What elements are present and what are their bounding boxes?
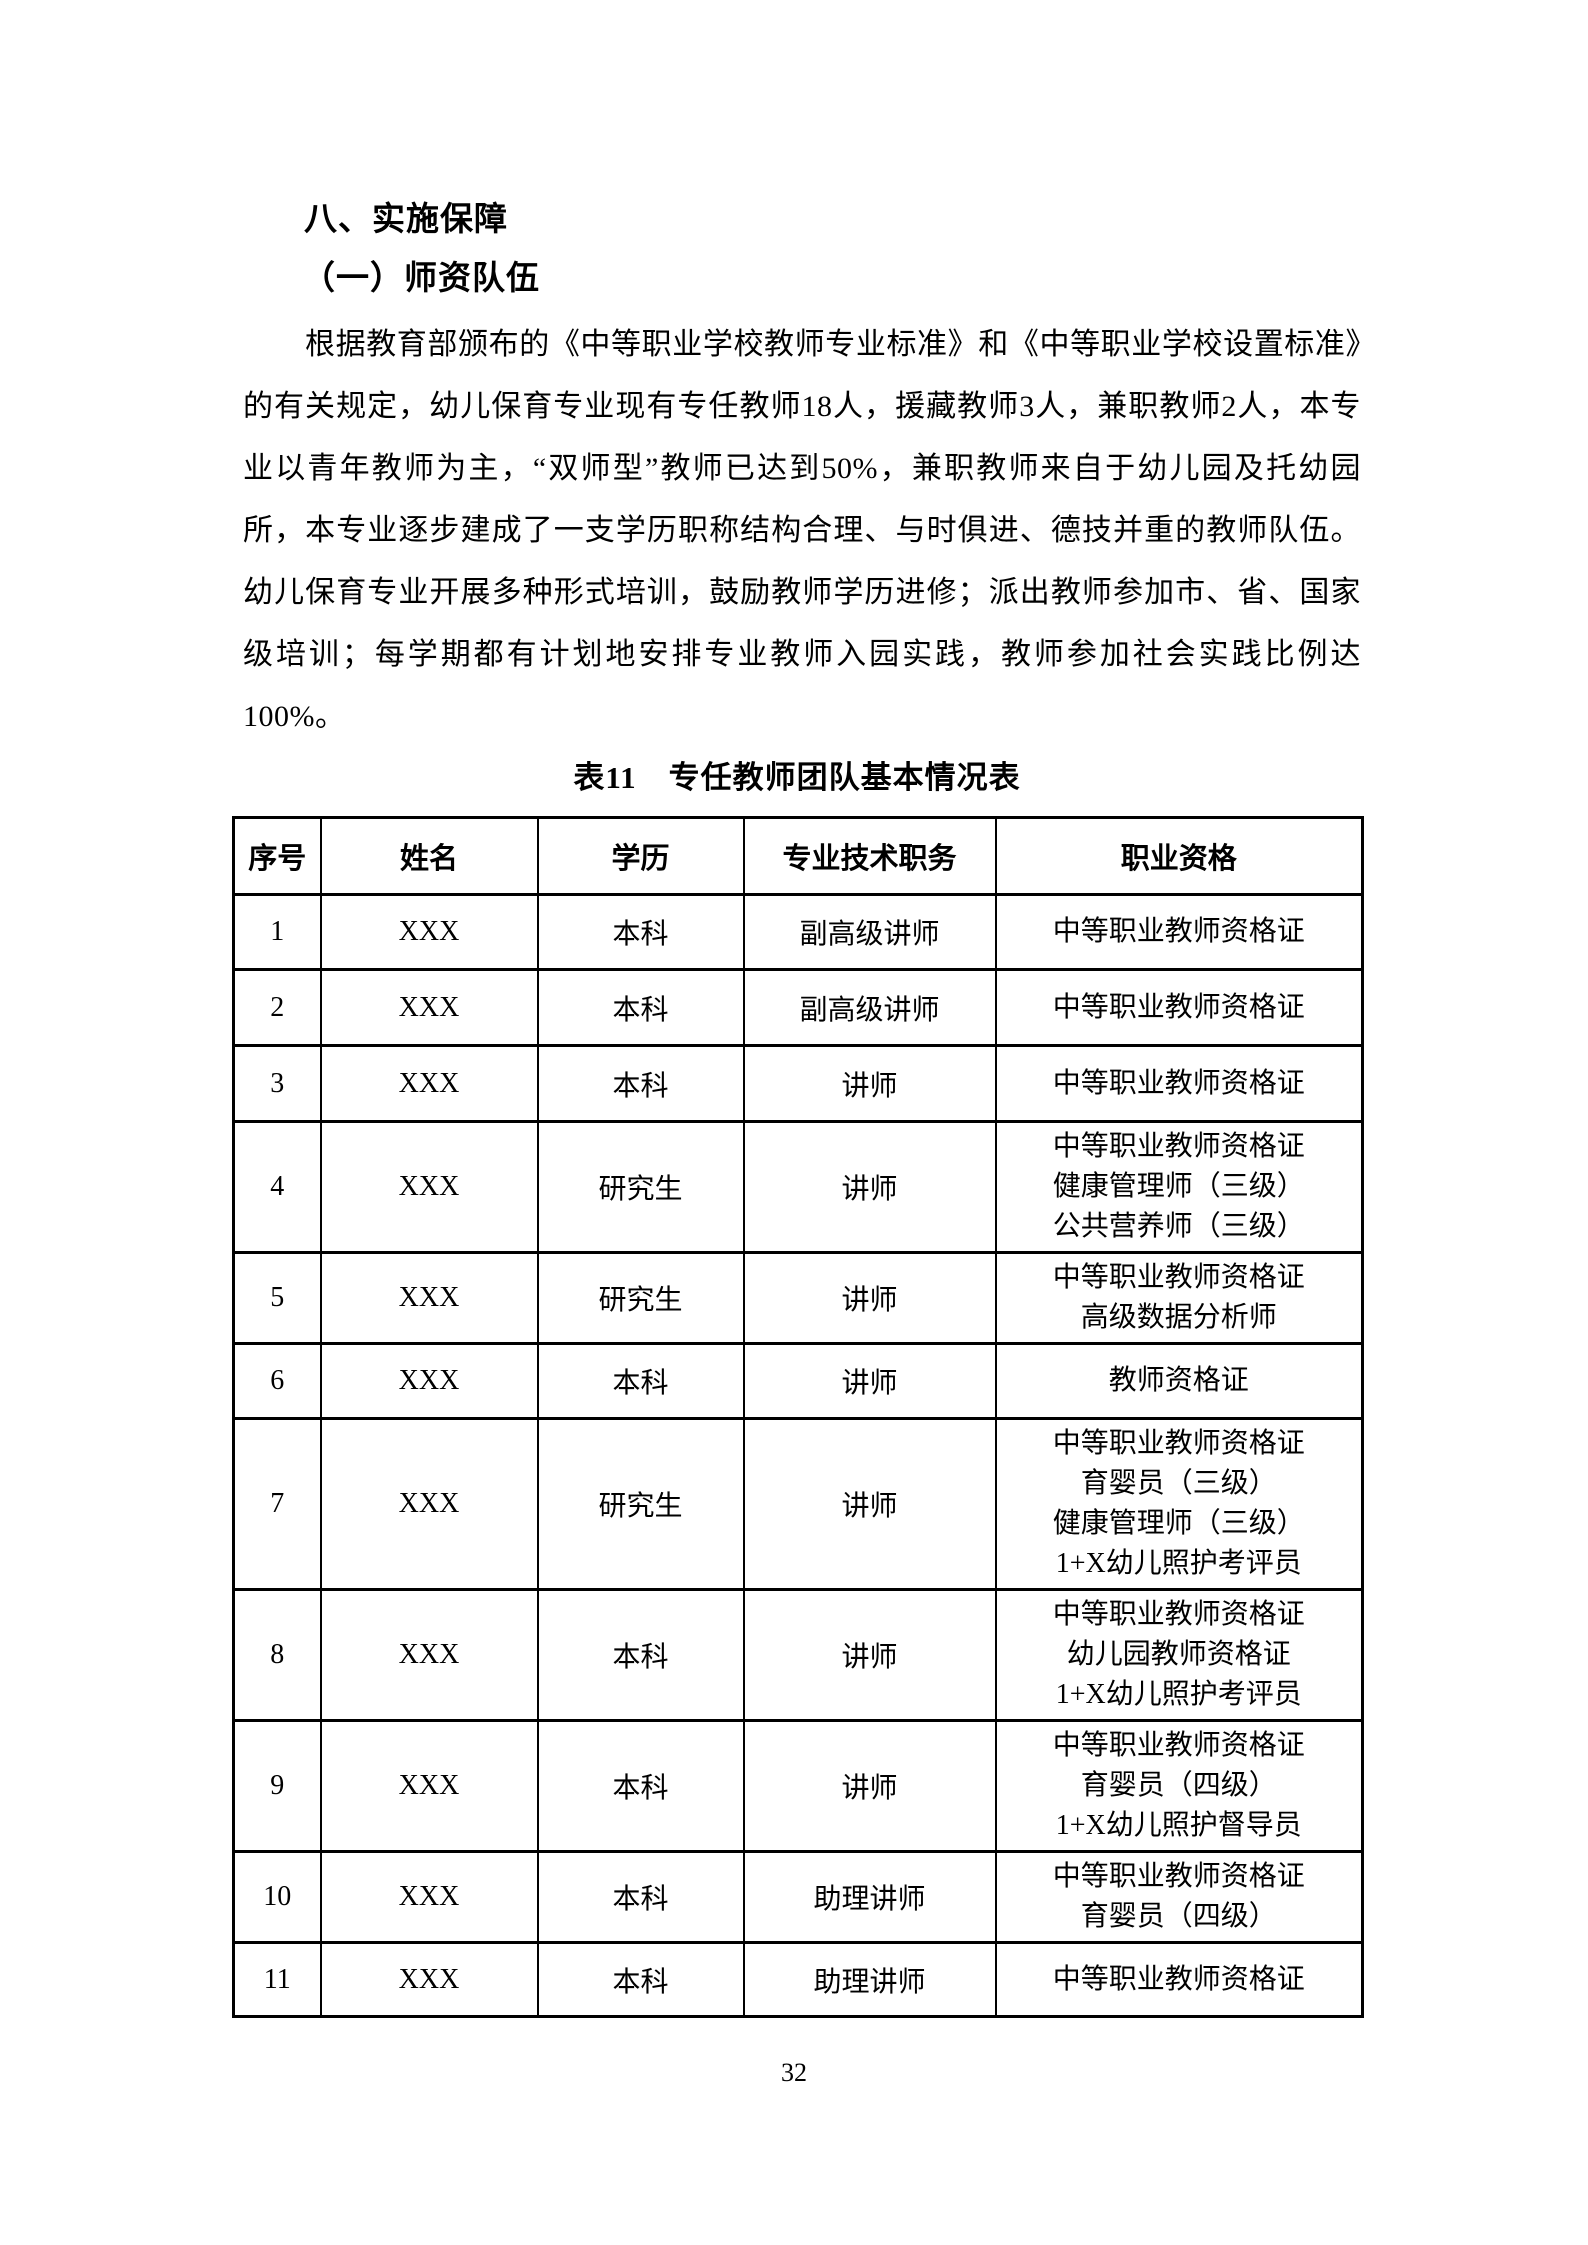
column-header-qualifications: 职业资格 bbox=[994, 816, 1364, 896]
cell-qualifications: 中等职业教师资格证 bbox=[994, 893, 1364, 971]
cell-name: XXX bbox=[319, 1251, 539, 1345]
table-caption: 表11 专任教师团队基本情况表 bbox=[573, 760, 1021, 795]
body-paragraph: 根据教育部颁布的《中等职业学校教师专业标准》和《中等职业学校设置标准》的有关规定… bbox=[243, 328, 1361, 733]
cell-name: XXX bbox=[319, 1120, 539, 1254]
cell-no: 7 bbox=[232, 1417, 322, 1591]
cell-education: 研究生 bbox=[536, 1417, 745, 1591]
column-header-education: 学历 bbox=[536, 816, 745, 896]
cell-education: 本科 bbox=[536, 1588, 745, 1722]
cell-title: 讲师 bbox=[742, 1251, 997, 1345]
teacher-table-body: 1 XXX 本科 副高级讲师 中等职业教师资格证 2 XXX 本科 副高级讲师 … bbox=[232, 893, 1364, 2018]
cell-title: 讲师 bbox=[742, 1342, 997, 1420]
cell-title: 讲师 bbox=[742, 1120, 997, 1254]
table-row: 9 XXX 本科 讲师 中等职业教师资格证 育婴员（四级） 1+X幼儿照护督导员 bbox=[232, 1719, 1364, 1853]
table-row: 4 XXX 研究生 讲师 中等职业教师资格证 健康管理师（三级） 公共营养师（三… bbox=[232, 1120, 1364, 1254]
cell-name: XXX bbox=[319, 1342, 539, 1420]
cell-no: 6 bbox=[232, 1342, 322, 1420]
cell-name: XXX bbox=[319, 1417, 539, 1591]
cell-no: 1 bbox=[232, 893, 322, 971]
cell-qualifications: 中等职业教师资格证 健康管理师（三级） 公共营养师（三级） bbox=[994, 1120, 1364, 1254]
cell-education: 研究生 bbox=[536, 1251, 745, 1345]
cell-no: 5 bbox=[232, 1251, 322, 1345]
column-header-no: 序号 bbox=[232, 816, 322, 896]
cell-name: XXX bbox=[319, 968, 539, 1047]
cell-no: 11 bbox=[232, 1941, 322, 2018]
cell-education: 本科 bbox=[536, 1941, 745, 2018]
table-row: 8 XXX 本科 讲师 中等职业教师资格证 幼儿园教师资格证 1+X幼儿照护考评… bbox=[232, 1588, 1364, 1722]
table-row: 11 XXX 本科 助理讲师 中等职业教师资格证 bbox=[232, 1941, 1364, 2018]
column-header-name: 姓名 bbox=[319, 816, 539, 896]
teacher-table: 序号 姓名 学历 专业技术职务 职业资格 1 XXX 本科 副高级讲师 中等职业… bbox=[232, 816, 1364, 2018]
cell-name: XXX bbox=[319, 1941, 539, 2018]
cell-name: XXX bbox=[319, 1044, 539, 1123]
cell-title: 副高级讲师 bbox=[742, 968, 997, 1047]
cell-qualifications: 中等职业教师资格证 bbox=[994, 1044, 1364, 1123]
table-row: 1 XXX 本科 副高级讲师 中等职业教师资格证 bbox=[232, 893, 1364, 971]
cell-qualifications: 中等职业教师资格证 育婴员（四级） bbox=[994, 1850, 1364, 1944]
page-number: 32 bbox=[781, 2058, 807, 2087]
cell-title: 副高级讲师 bbox=[742, 893, 997, 971]
table-row: 7 XXX 研究生 讲师 中等职业教师资格证 育婴员（三级） 健康管理师（三级）… bbox=[232, 1417, 1364, 1591]
cell-education: 本科 bbox=[536, 1342, 745, 1420]
cell-qualifications: 中等职业教师资格证 幼儿园教师资格证 1+X幼儿照护考评员 bbox=[994, 1588, 1364, 1722]
cell-qualifications: 中等职业教师资格证 bbox=[994, 968, 1364, 1047]
cell-qualifications: 中等职业教师资格证 育婴员（三级） 健康管理师（三级） 1+X幼儿照护考评员 bbox=[994, 1417, 1364, 1591]
cell-education: 研究生 bbox=[536, 1120, 745, 1254]
cell-title: 讲师 bbox=[742, 1719, 997, 1853]
cell-no: 2 bbox=[232, 968, 322, 1047]
cell-education: 本科 bbox=[536, 968, 745, 1047]
section-heading: 八、实施保障 bbox=[304, 202, 508, 238]
cell-no: 3 bbox=[232, 1044, 322, 1123]
table-row: 6 XXX 本科 讲师 教师资格证 bbox=[232, 1342, 1364, 1420]
table-header-row: 序号 姓名 学历 专业技术职务 职业资格 bbox=[232, 816, 1364, 896]
cell-title: 助理讲师 bbox=[742, 1941, 997, 2018]
cell-education: 本科 bbox=[536, 1044, 745, 1123]
table-row: 3 XXX 本科 讲师 中等职业教师资格证 bbox=[232, 1044, 1364, 1123]
cell-name: XXX bbox=[319, 893, 539, 971]
cell-qualifications: 中等职业教师资格证 育婴员（四级） 1+X幼儿照护督导员 bbox=[994, 1719, 1364, 1853]
subsection-heading: （一）师资队伍 bbox=[302, 261, 540, 297]
cell-no: 10 bbox=[232, 1850, 322, 1944]
cell-education: 本科 bbox=[536, 1850, 745, 1944]
cell-name: XXX bbox=[319, 1850, 539, 1944]
cell-title: 助理讲师 bbox=[742, 1850, 997, 1944]
cell-education: 本科 bbox=[536, 893, 745, 971]
table-row: 5 XXX 研究生 讲师 中等职业教师资格证 高级数据分析师 bbox=[232, 1251, 1364, 1345]
cell-name: XXX bbox=[319, 1719, 539, 1853]
cell-title: 讲师 bbox=[742, 1417, 997, 1591]
cell-education: 本科 bbox=[536, 1719, 745, 1853]
column-header-title: 专业技术职务 bbox=[742, 816, 997, 896]
cell-qualifications: 中等职业教师资格证 bbox=[994, 1941, 1364, 2018]
cell-qualifications: 中等职业教师资格证 高级数据分析师 bbox=[994, 1251, 1364, 1345]
cell-no: 9 bbox=[232, 1719, 322, 1853]
cell-title: 讲师 bbox=[742, 1588, 997, 1722]
cell-title: 讲师 bbox=[742, 1044, 997, 1123]
cell-no: 4 bbox=[232, 1120, 322, 1254]
table-row: 10 XXX 本科 助理讲师 中等职业教师资格证 育婴员（四级） bbox=[232, 1850, 1364, 1944]
cell-qualifications: 教师资格证 bbox=[994, 1342, 1364, 1420]
cell-no: 8 bbox=[232, 1588, 322, 1722]
cell-name: XXX bbox=[319, 1588, 539, 1722]
table-row: 2 XXX 本科 副高级讲师 中等职业教师资格证 bbox=[232, 968, 1364, 1047]
